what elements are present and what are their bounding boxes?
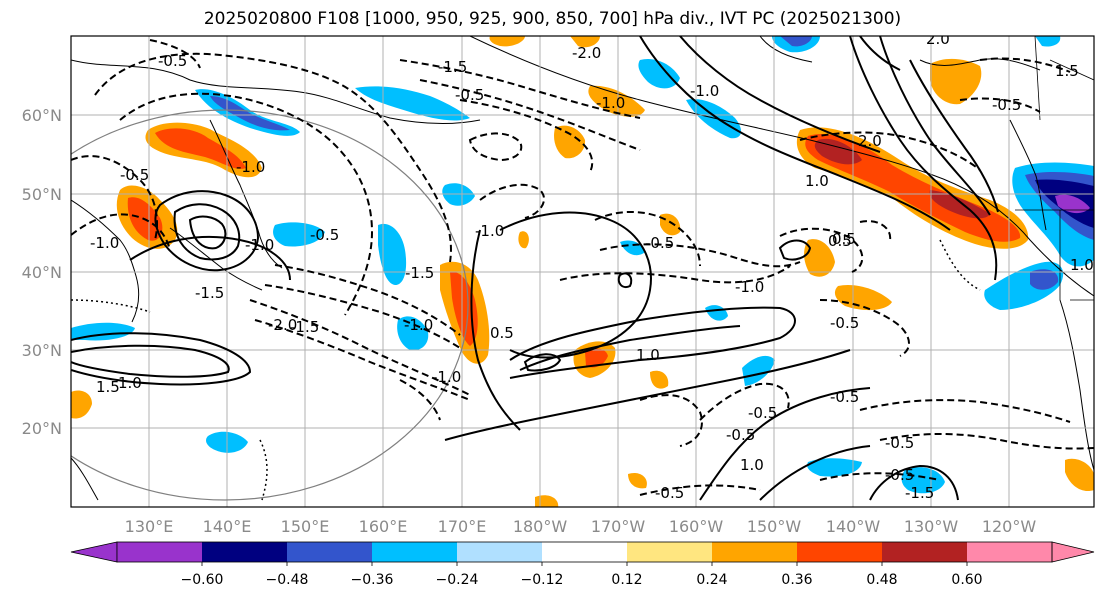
- colorbar-tick-label: −0.36: [351, 572, 394, 588]
- contour-label: -0.5: [455, 86, 484, 104]
- contour-label: 1.0: [740, 456, 764, 474]
- lat-label: 40°N: [22, 263, 62, 282]
- lon-label: 140°E: [203, 517, 252, 536]
- colorbar-tick-label: 0.24: [696, 572, 727, 588]
- lon-label: 170°E: [438, 517, 487, 536]
- lat-labels: 60°N 50°N 40°N 30°N 20°N: [22, 106, 62, 438]
- contour-label: 1.0: [118, 374, 142, 392]
- contour-label: 2.0: [858, 132, 882, 150]
- contour-label: -0.5: [726, 426, 755, 444]
- contour-label: 1.0: [805, 172, 829, 190]
- contour-label: 1.5: [1055, 62, 1079, 80]
- region-circle: [71, 109, 469, 501]
- colorbar-segment: [202, 542, 287, 562]
- contour-label: 0.5: [828, 232, 852, 250]
- contour-label: -0.5: [645, 234, 674, 252]
- colorbar-segment: [372, 542, 457, 562]
- colorbar-tick-label: 0.12: [611, 572, 642, 588]
- lon-label: 150°E: [281, 517, 330, 536]
- contour-label: -1.0: [404, 316, 433, 334]
- colorbar-segment: [457, 542, 542, 562]
- contour-label: -0.5: [830, 388, 859, 406]
- colorbar-segment: [627, 542, 712, 562]
- contour-label: -1.5: [290, 318, 319, 336]
- contour-label: 2.0: [926, 30, 950, 48]
- colorbar-segment: [542, 542, 627, 562]
- lat-label: 60°N: [22, 106, 62, 125]
- lon-label: 160°W: [669, 517, 724, 536]
- borders: [1015, 36, 1094, 301]
- lon-labels: 130°E 140°E 150°E 160°E 170°E 180°W 170°…: [125, 517, 1037, 536]
- contour-label: -1.0: [735, 278, 764, 296]
- map-frame: [70, 35, 1095, 508]
- contour-label: -1.0: [90, 234, 119, 252]
- colorbar-tick-label: −0.48: [266, 572, 309, 588]
- negative-contours: [71, 39, 1094, 496]
- colorbar-outline: [116, 541, 1053, 563]
- contour-label: 1.5: [96, 378, 120, 396]
- lon-label: 130°W: [904, 517, 959, 536]
- contour-label: -1.0: [596, 94, 625, 112]
- contour-label: -2.0: [268, 316, 297, 334]
- colorbar: −0.60 −0.48 −0.36 −0.24 −0.12 0.12 0.24 …: [70, 541, 1095, 588]
- colorbar-tick-label: −0.12: [521, 572, 564, 588]
- contour-label: 1.0: [1070, 256, 1094, 274]
- lon-label: 180°W: [513, 517, 568, 536]
- lon-label: 160°E: [359, 517, 408, 536]
- colorbar-tick-label: −0.24: [436, 572, 479, 588]
- contour-label: -0.5: [830, 314, 859, 332]
- contour-label: -2.0: [572, 44, 601, 62]
- contour-label: -0.5: [748, 404, 777, 422]
- colorbar-extend-low: [70, 541, 118, 563]
- contour-label: 0.5: [832, 230, 856, 248]
- contour-label: -1.5: [405, 264, 434, 282]
- contour-label: -0.5: [310, 226, 339, 244]
- shaded-field: [71, 36, 1094, 507]
- contour-label: 1.0: [636, 346, 660, 364]
- colorbar-segment: [712, 542, 797, 562]
- lat-label: 50°N: [22, 185, 62, 204]
- colorbar-segment: [797, 542, 882, 562]
- lon-label: 130°E: [125, 517, 174, 536]
- zero-contours: [71, 239, 981, 501]
- contour-label: -1.5: [905, 484, 934, 502]
- contour-label: -1.5: [438, 58, 467, 76]
- contour-label: -1.0: [475, 222, 504, 240]
- contour-label: -0.5: [655, 484, 684, 502]
- lon-label: 140°W: [826, 517, 881, 536]
- colorbar-tick-label: −0.60: [181, 572, 224, 588]
- contour-label: -1.5: [195, 284, 224, 302]
- colorbar-tick-label: 0.60: [951, 572, 982, 588]
- colorbar-segment: [967, 542, 1052, 562]
- colorbar-tick-label: 0.36: [781, 572, 812, 588]
- lat-label: 30°N: [22, 341, 62, 360]
- colorbar-segment: [117, 542, 202, 562]
- contour-label: -1.0: [236, 158, 265, 176]
- contour-label: -0.5: [992, 96, 1021, 114]
- contour-label: -1.0: [432, 368, 461, 386]
- map-content: -0.5 -0.5 -1.5 -2.0 -1.0 -1.0 -1.0 -0.5 …: [71, 30, 1094, 507]
- contour-label: -1.0: [690, 82, 719, 100]
- lon-label: 120°W: [982, 517, 1037, 536]
- figure-title: 2025020800 F108 [1000, 950, 925, 900, 85…: [203, 9, 902, 29]
- contour-label: -0.5: [885, 434, 914, 452]
- lon-label: 170°W: [591, 517, 646, 536]
- contour-labels: -0.5 -0.5 -1.5 -2.0 -1.0 -1.0 -1.0 -0.5 …: [90, 30, 1094, 502]
- colorbar-segment: [287, 542, 372, 562]
- contour-label: -0.5: [885, 466, 914, 484]
- contour-label: -1.0: [245, 236, 274, 254]
- colorbar-segment: [882, 542, 967, 562]
- positive-contours: [71, 36, 999, 501]
- contour-label: -0.5: [158, 52, 187, 70]
- lat-label: 20°N: [22, 419, 62, 438]
- colorbar-extend-high: [1051, 541, 1095, 563]
- lon-label: 150°W: [747, 517, 802, 536]
- contour-label: 0.5: [490, 324, 514, 342]
- colorbar-tick-label: 0.48: [866, 572, 897, 588]
- contour-label: -0.5: [120, 166, 149, 184]
